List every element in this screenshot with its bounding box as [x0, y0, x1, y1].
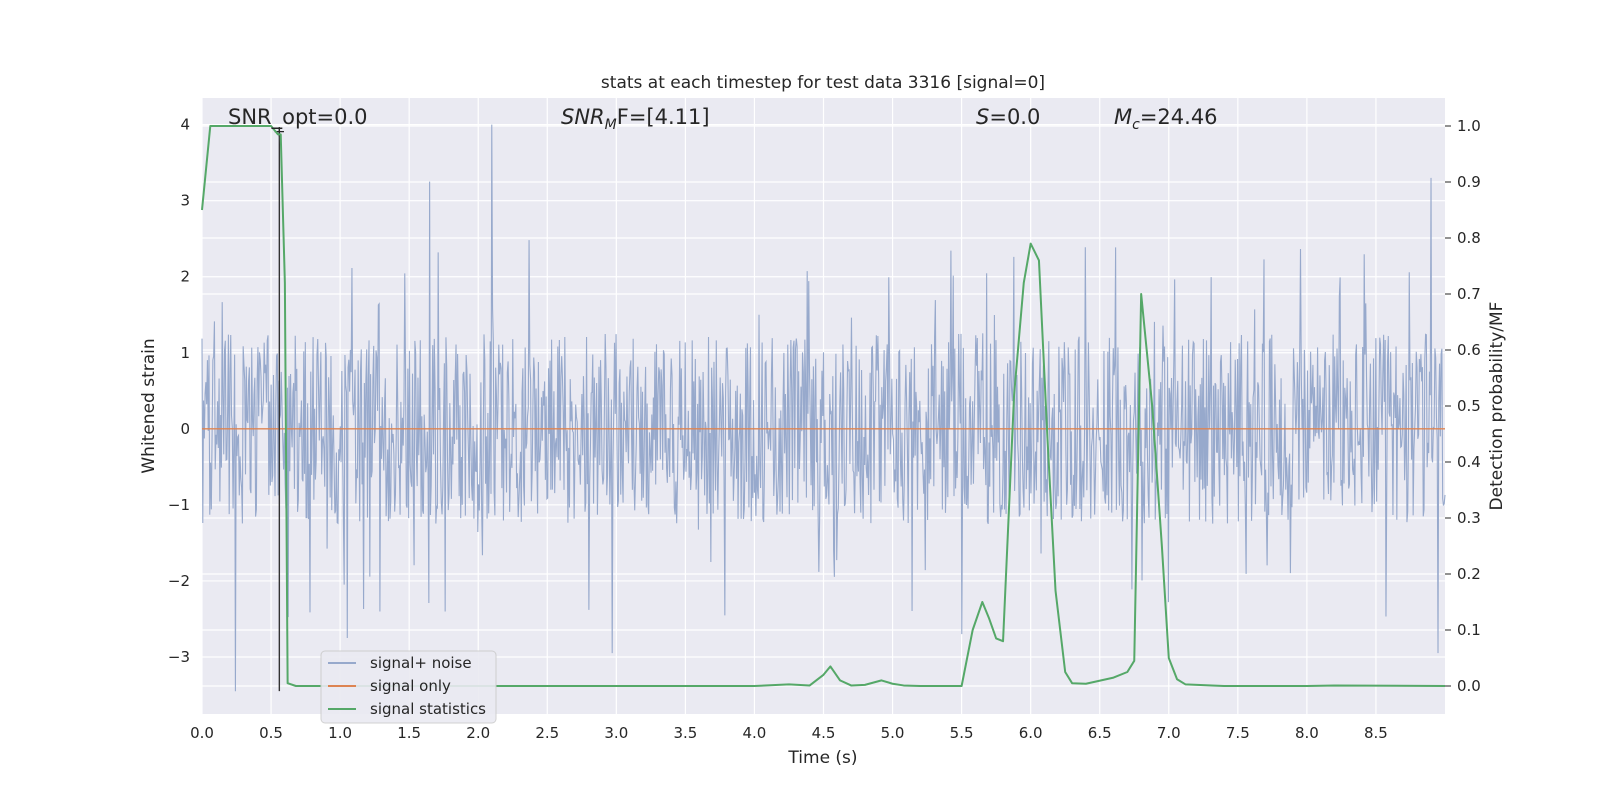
y-tick-label-right: 0.4 — [1457, 453, 1481, 471]
annotation-mc: Mc=24.46 — [1114, 105, 1218, 133]
y-tick-label-left: −2 — [168, 572, 190, 590]
x-tick-label: 7.5 — [1226, 724, 1250, 742]
x-tick-label: 2.5 — [535, 724, 559, 742]
y-axis-label-right: Detection probability/MF — [1487, 302, 1507, 511]
annotation-s: S=0.0 — [976, 105, 1040, 129]
x-axis-label: Time (s) — [787, 748, 857, 768]
x-tick-label: 2.0 — [466, 724, 490, 742]
y-tick-label-right: 0.6 — [1457, 341, 1481, 359]
x-tick-label: 0.5 — [259, 724, 283, 742]
x-tick-label: 3.5 — [673, 724, 697, 742]
series-signal-plus-noise — [201, 124, 1446, 692]
x-tick-label: 5.5 — [950, 724, 974, 742]
y-tick-label-right: 0.9 — [1457, 173, 1481, 191]
line-series-layer: + — [201, 122, 1446, 692]
legend-box — [320, 650, 497, 724]
annotation-mc-base: M — [1114, 105, 1132, 129]
y-tick-label-right: 0.2 — [1457, 565, 1481, 583]
x-tick-label: 8.0 — [1295, 724, 1319, 742]
x-tick-label: 5.0 — [881, 724, 905, 742]
annotation-snr-opt: SNR_opt=0.0 — [228, 105, 368, 130]
x-tick-label: 4.0 — [743, 724, 767, 742]
legend-label-noise: signal+ noise — [370, 654, 472, 672]
y-tick-label-left: −1 — [168, 496, 190, 514]
chart-title: stats at each timestep for test data 331… — [601, 73, 1045, 93]
legend: signal+ noise signal only signal statist… — [320, 650, 497, 724]
x-tick-label: 6.5 — [1088, 724, 1112, 742]
y-tick-label-right: 0.3 — [1457, 509, 1481, 527]
x-tick-label: 7.0 — [1157, 724, 1181, 742]
y-tick-label-left: 3 — [180, 192, 190, 210]
x-tick-label: 1.5 — [397, 724, 421, 742]
marker-label: + — [273, 122, 286, 140]
y-tick-label-left: 2 — [180, 268, 190, 286]
tick-layer: 0.0 0.5 1.0 1.5 2.0 2.5 3.0 3.5 4.0 4.5 5.0 5.5 6.0 6… — [168, 116, 1481, 742]
y-tick-label-left: 0 — [180, 420, 190, 438]
legend-label-signal: signal only — [370, 677, 451, 695]
y-tick-label-left: 1 — [180, 344, 190, 362]
y-axis-label-left: Whitened strain — [139, 338, 159, 473]
y-tick-label-right: 0.7 — [1457, 285, 1481, 303]
x-tick-label: 1.0 — [328, 724, 352, 742]
annotation-snr-mf-rest: F=[4.11] — [617, 105, 710, 129]
y-tick-label-right: 0.1 — [1457, 621, 1481, 639]
x-tick-label: 0.0 — [190, 724, 214, 742]
legend-label-stats: signal statistics — [370, 700, 486, 718]
x-tick-label: 3.0 — [604, 724, 628, 742]
y-tick-label-left: 4 — [180, 116, 190, 134]
annotation-snr-mf-base: SNR — [561, 105, 605, 129]
x-tick-label: 4.5 — [812, 724, 836, 742]
y-tick-label-right: 1.0 — [1457, 117, 1481, 135]
signal-plus-noise-series — [201, 124, 1446, 692]
y-tick-label-right: 0.0 — [1457, 677, 1481, 695]
y-tick-label-right: 0.5 — [1457, 397, 1481, 415]
x-tick-label: 6.0 — [1019, 724, 1043, 742]
annotation-mc-rest: =24.46 — [1140, 105, 1218, 129]
annotation-snr-mf: SNRMF=[4.11] — [561, 105, 710, 133]
annotation-mc-sub: c — [1132, 117, 1140, 133]
y-tick-label-left: −3 — [168, 648, 190, 666]
x-tick-label: 8.5 — [1364, 724, 1388, 742]
y-tick-label-right: 0.8 — [1457, 229, 1481, 247]
series-signal-statistics — [201, 125, 1446, 687]
annotation-snr-mf-sub: M — [605, 117, 617, 133]
annotation-s-base: S — [976, 105, 989, 129]
annotation-s-rest: =0.0 — [989, 105, 1040, 129]
